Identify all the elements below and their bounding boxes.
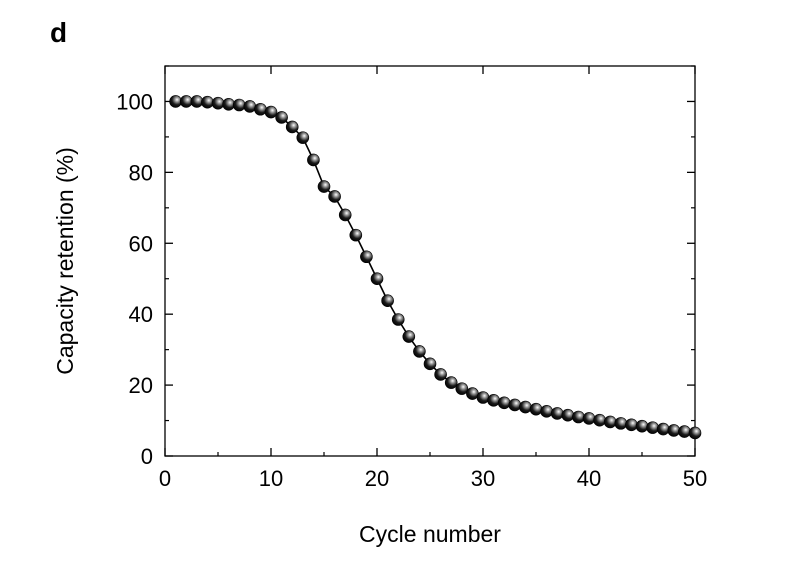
data-point: [370, 272, 384, 286]
data-point: [179, 95, 193, 108]
data-point: [487, 394, 500, 407]
y-tick-label: 20: [129, 373, 153, 398]
data-point: [455, 382, 469, 395]
data-point: [391, 313, 405, 326]
y-tick-label: 40: [129, 302, 153, 327]
data-point: [296, 131, 310, 144]
x-tick-label: 50: [683, 466, 707, 491]
data-point: [678, 425, 691, 438]
data-point: [603, 415, 617, 429]
data-point: [529, 402, 543, 416]
data-point: [497, 396, 511, 410]
data-point: [476, 391, 490, 404]
data-point: [349, 228, 363, 242]
data-point: [169, 95, 182, 108]
y-tick-label: 0: [141, 444, 153, 469]
series-line: [175, 100, 696, 434]
data-point: [550, 407, 564, 420]
data-point: [635, 419, 649, 433]
plot-frame: [164, 65, 696, 457]
data-point: [402, 330, 416, 343]
data-point: [593, 413, 606, 427]
data-point: [582, 412, 596, 425]
data-point: [232, 98, 246, 112]
data-point: [190, 95, 204, 108]
data-point: [328, 190, 341, 203]
data-point: [646, 421, 659, 434]
y-tick-label: 100: [116, 89, 153, 114]
data-point: [540, 405, 553, 418]
panel-label: d: [50, 17, 67, 48]
data-point: [667, 424, 681, 437]
data-point: [656, 422, 670, 436]
y-tick-label: 60: [129, 231, 153, 256]
data-point: [444, 376, 458, 389]
data-point: [434, 368, 447, 381]
y-tick-label: 80: [129, 160, 153, 185]
data-point: [561, 408, 575, 422]
data-point: [572, 410, 585, 424]
data-point: [508, 398, 522, 412]
x-axis-label: Cycle number: [359, 521, 501, 547]
data-point: [264, 105, 278, 119]
data-point: [413, 345, 426, 358]
data-point: [381, 294, 394, 308]
data-point: [614, 417, 628, 430]
data-point: [201, 95, 214, 109]
data-point: [285, 120, 299, 134]
x-tick-label: 20: [365, 466, 389, 491]
data-point: [243, 100, 257, 113]
data-point: [307, 153, 320, 167]
data-point: [222, 97, 235, 111]
data-point: [688, 426, 702, 440]
data-point: [625, 418, 638, 432]
data-point: [317, 180, 331, 193]
data-point: [360, 250, 373, 264]
data-point: [275, 111, 288, 124]
data-point: [466, 387, 479, 400]
x-tick-label: 10: [259, 466, 283, 491]
data-point: [254, 102, 267, 116]
data-point: [338, 208, 352, 222]
x-tick-label: 30: [471, 466, 495, 491]
x-tick-label: 40: [577, 466, 601, 491]
y-axis-label: Capacity retention (%): [52, 147, 78, 375]
x-tick-label: 0: [159, 466, 171, 491]
data-point: [423, 357, 437, 371]
data-point: [519, 400, 532, 414]
data-point: [211, 96, 225, 110]
